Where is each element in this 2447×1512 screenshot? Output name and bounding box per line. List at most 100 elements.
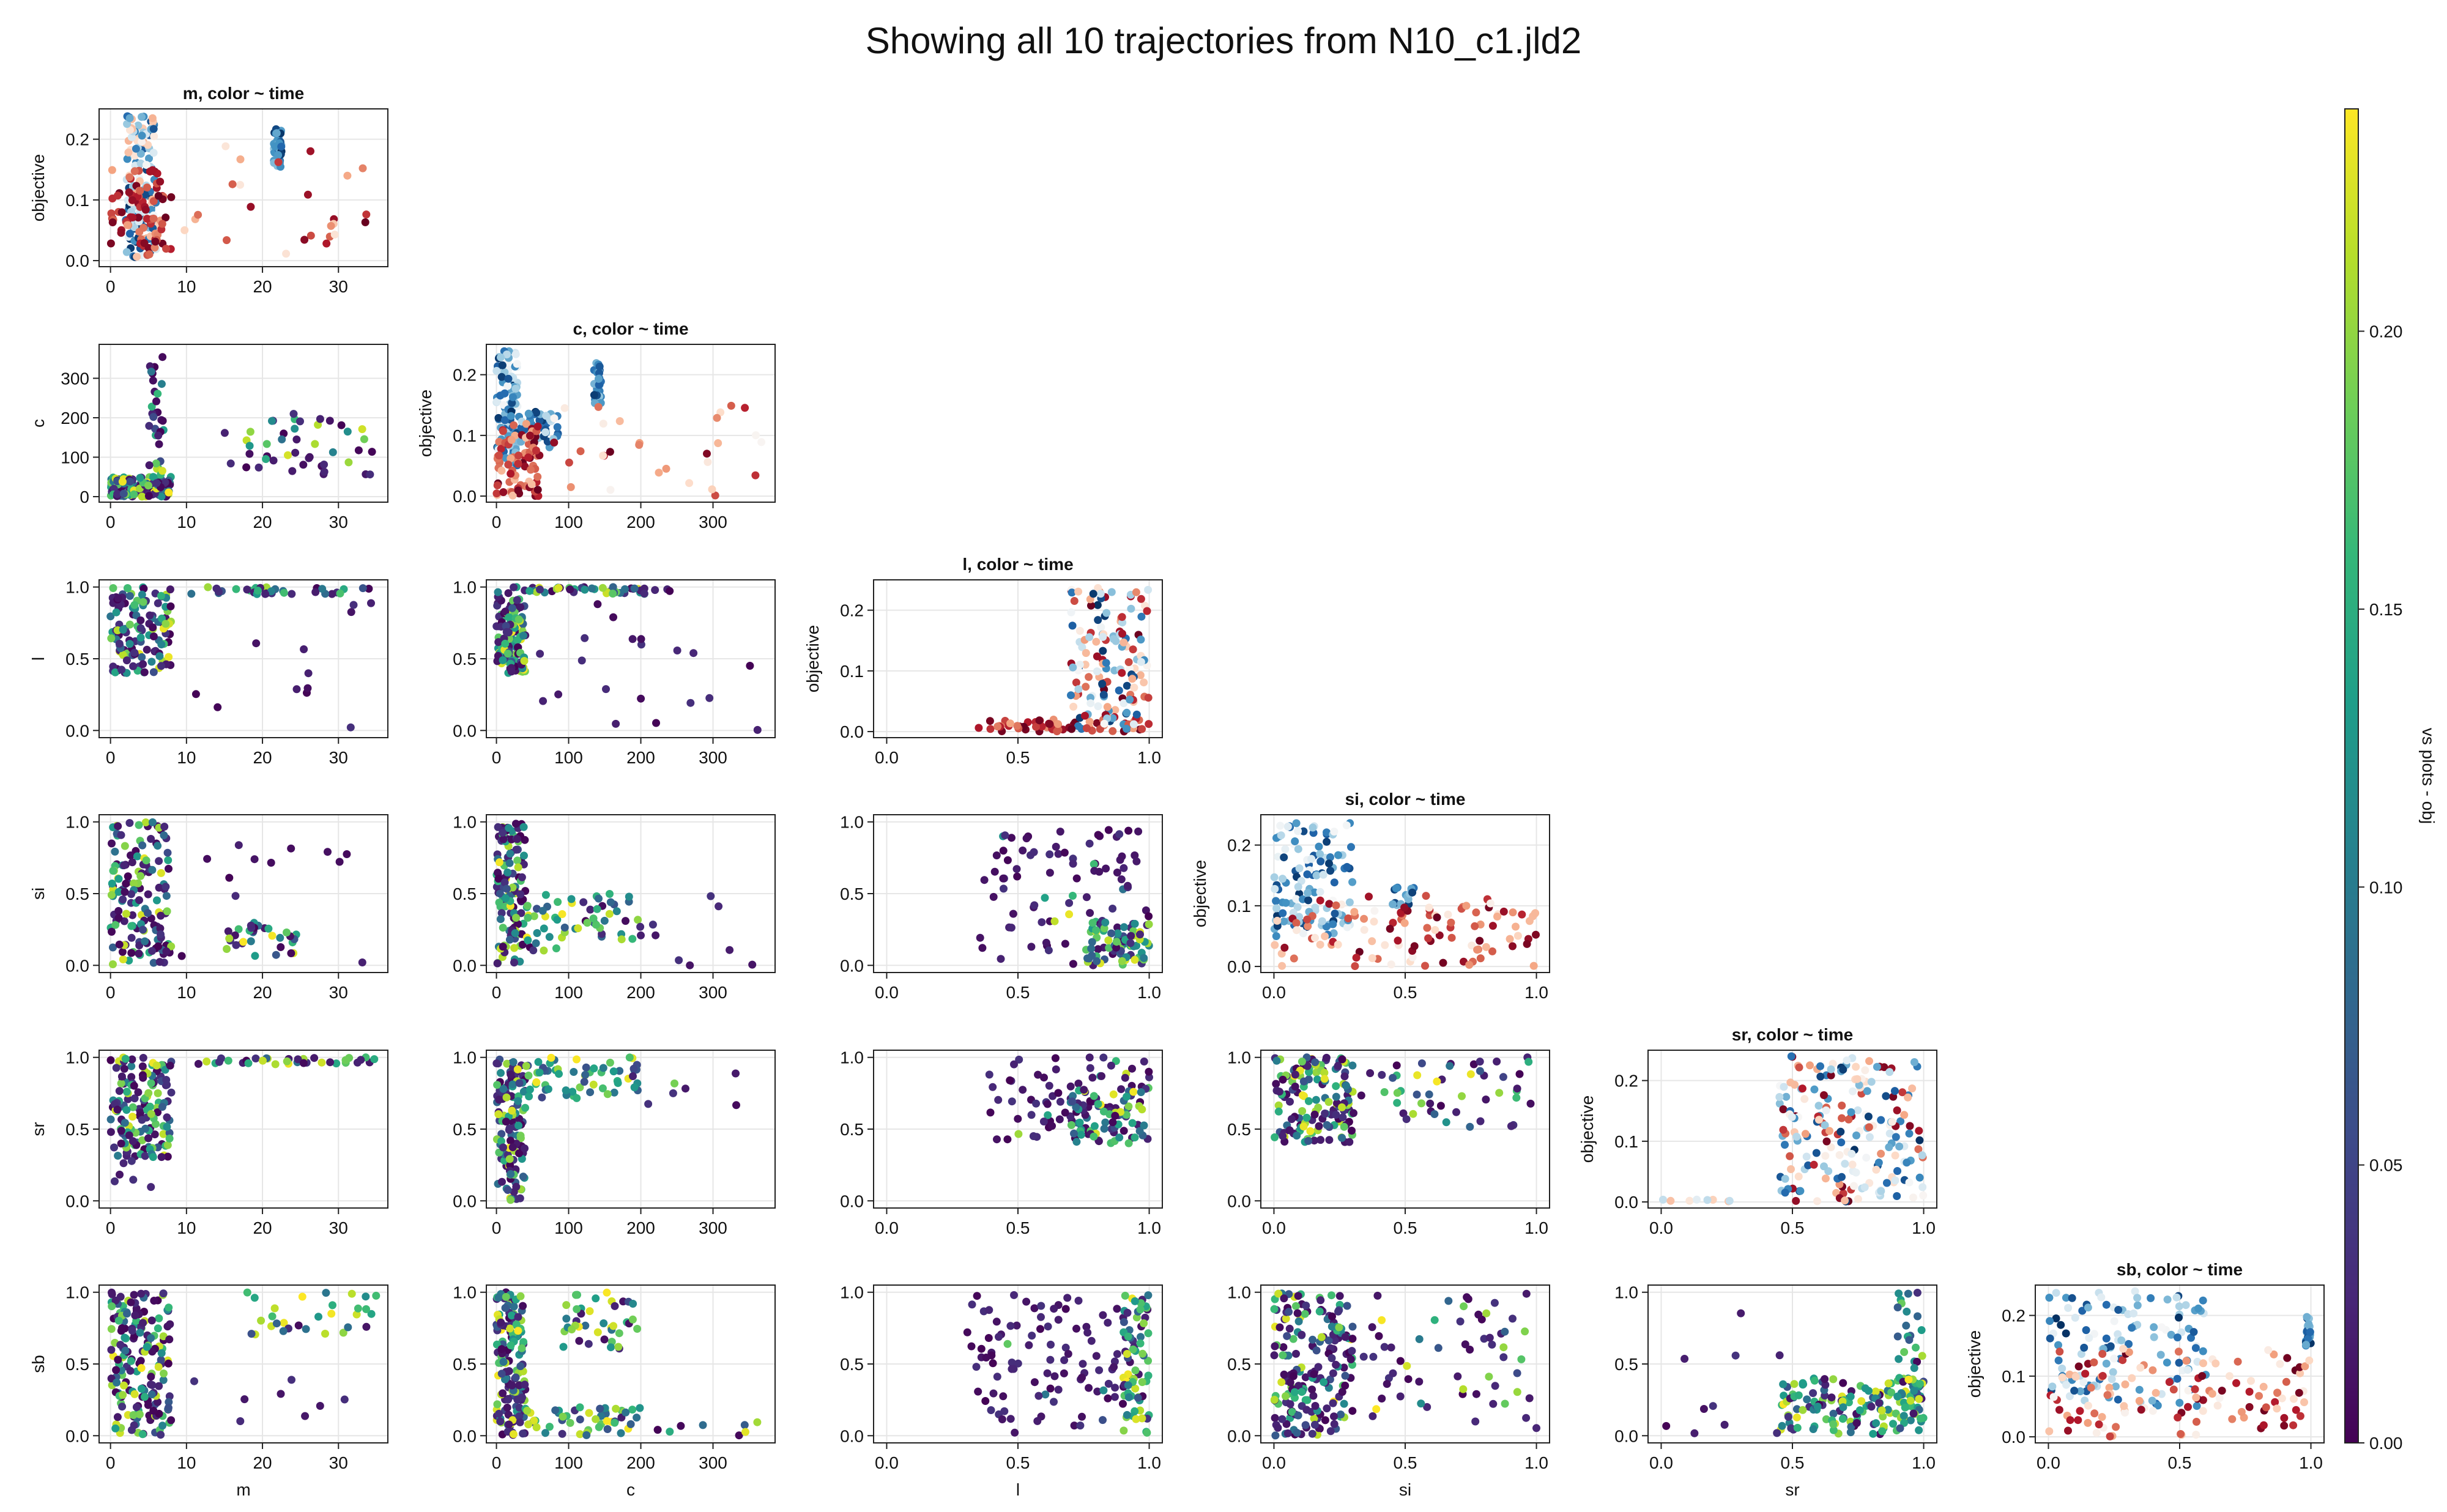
data-point bbox=[610, 1088, 618, 1097]
data-point bbox=[1074, 722, 1082, 730]
data-point bbox=[1137, 636, 1145, 644]
data-point bbox=[1008, 1097, 1016, 1106]
data-point bbox=[541, 428, 550, 437]
data-point bbox=[166, 585, 174, 594]
data-point bbox=[581, 585, 589, 594]
x-tick-label: 0 bbox=[492, 1453, 502, 1472]
data-point bbox=[1315, 1122, 1323, 1130]
data-point bbox=[324, 848, 332, 856]
data-point bbox=[1905, 1336, 1914, 1344]
data-point bbox=[1128, 1064, 1136, 1073]
data-point bbox=[1088, 919, 1097, 927]
data-point bbox=[1332, 1111, 1340, 1119]
data-point bbox=[615, 1329, 623, 1338]
data-point bbox=[155, 1382, 163, 1390]
data-point bbox=[1006, 1076, 1014, 1084]
data-point bbox=[1079, 1360, 1087, 1368]
data-point bbox=[135, 896, 143, 905]
data-point bbox=[162, 947, 171, 955]
y-axis-label: c bbox=[29, 419, 48, 428]
data-point bbox=[1123, 681, 1131, 690]
data-point bbox=[1501, 1327, 1509, 1336]
data-point bbox=[1025, 1341, 1033, 1349]
data-point bbox=[141, 1124, 150, 1133]
data-point bbox=[576, 1415, 584, 1424]
data-point bbox=[2054, 1356, 2063, 1365]
data-point bbox=[1322, 1053, 1331, 1062]
data-point bbox=[117, 1072, 126, 1081]
data-point bbox=[1027, 943, 1036, 951]
data-point bbox=[1699, 1405, 1708, 1413]
data-point bbox=[499, 1358, 508, 1366]
data-point bbox=[1836, 1127, 1845, 1136]
y-tick-label: 0.5 bbox=[1227, 1120, 1251, 1139]
data-point bbox=[748, 960, 757, 969]
data-point bbox=[1802, 1152, 1811, 1161]
data-point bbox=[1022, 1297, 1031, 1306]
data-point bbox=[1292, 819, 1301, 828]
data-point bbox=[2071, 1313, 2079, 1322]
data-point bbox=[496, 915, 505, 924]
data-point bbox=[1123, 1308, 1132, 1317]
data-point bbox=[1033, 1417, 1042, 1425]
data-point bbox=[603, 1090, 612, 1099]
data-point bbox=[1476, 1117, 1485, 1125]
data-point bbox=[1792, 1413, 1801, 1421]
y-tick-label: 200 bbox=[61, 409, 89, 428]
data-point bbox=[1127, 604, 1135, 613]
y-tick-label: 0.0 bbox=[1227, 1426, 1251, 1445]
data-point bbox=[1094, 1100, 1102, 1108]
data-point bbox=[147, 1380, 155, 1388]
data-point bbox=[673, 647, 681, 654]
data-point bbox=[493, 1400, 502, 1409]
data-point bbox=[1124, 1332, 1132, 1341]
data-point bbox=[1028, 1332, 1036, 1340]
data-point bbox=[1794, 1391, 1803, 1399]
data-point bbox=[753, 725, 762, 734]
data-point bbox=[1080, 1086, 1088, 1094]
data-point bbox=[1839, 1403, 1847, 1412]
data-point bbox=[1865, 1133, 1874, 1141]
data-point bbox=[1854, 1195, 1862, 1203]
data-point bbox=[361, 218, 369, 226]
x-tick-label: 0 bbox=[106, 513, 116, 532]
data-point bbox=[635, 440, 644, 449]
data-point bbox=[562, 1086, 570, 1095]
data-point bbox=[553, 916, 562, 924]
data-point bbox=[2046, 1334, 2054, 1343]
data-point bbox=[1904, 1376, 1913, 1384]
data-point bbox=[154, 1398, 162, 1406]
data-point bbox=[1461, 1340, 1469, 1349]
data-point bbox=[303, 190, 312, 199]
data-point bbox=[157, 1355, 165, 1364]
data-point bbox=[119, 895, 127, 903]
data-point bbox=[510, 1430, 518, 1439]
y-tick-label: 0.2 bbox=[1614, 1072, 1638, 1091]
data-point bbox=[160, 823, 169, 831]
data-point bbox=[1316, 1136, 1325, 1144]
data-point bbox=[726, 946, 734, 954]
data-point bbox=[2174, 1333, 2182, 1342]
data-point bbox=[1415, 1335, 1424, 1343]
data-point bbox=[536, 650, 544, 658]
data-point bbox=[1030, 848, 1038, 856]
data-point bbox=[1413, 1091, 1421, 1099]
data-point bbox=[1099, 1386, 1108, 1395]
data-point bbox=[554, 690, 563, 699]
data-point bbox=[1393, 1099, 1402, 1107]
data-point bbox=[1476, 954, 1485, 963]
data-point bbox=[1030, 1378, 1039, 1387]
data-point bbox=[514, 486, 522, 495]
data-point bbox=[138, 138, 146, 146]
data-point bbox=[995, 1333, 1003, 1341]
data-point bbox=[1804, 1161, 1813, 1169]
data-point bbox=[1659, 1195, 1667, 1204]
data-point bbox=[1321, 932, 1329, 941]
data-point bbox=[110, 1143, 118, 1152]
data-point bbox=[1271, 1431, 1280, 1440]
data-point bbox=[1821, 1375, 1829, 1384]
panel-sr-vs-si: 0.0 0.5 1.00.00.51.0 bbox=[1227, 1048, 1550, 1237]
data-point bbox=[989, 892, 998, 901]
data-point bbox=[746, 662, 754, 670]
data-point bbox=[127, 1062, 136, 1070]
